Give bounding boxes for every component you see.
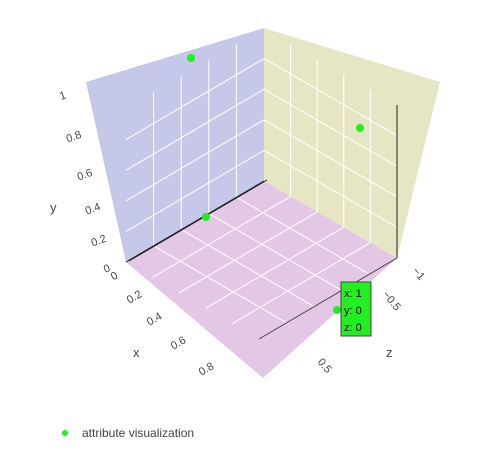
hover-line-y: y: 0 [344,305,362,317]
grid-line [153,245,287,324]
y-tick-label: 1 [58,89,68,102]
data-point[interactable] [202,213,210,221]
grid-line [263,88,398,167]
x-axis-title: x [133,345,140,360]
z-tick-label: 0.5 [315,356,334,375]
y-tick-label: 0.4 [84,201,102,218]
x-tick-label: 0.2 [125,288,144,306]
grid-line [232,242,371,325]
spike-line [125,180,265,263]
yz-side-plane [264,28,440,258]
data-point[interactable] [187,54,195,62]
grid-line [263,119,398,198]
legend-marker-icon [62,430,68,436]
data-point[interactable] [356,124,364,132]
grid-line [125,119,265,202]
hover-line-x: x: 1 [344,288,362,300]
hover-tooltip: x: 1 y: 0 z: 0 [340,281,372,337]
data-point[interactable] [333,306,341,314]
hover-line-z: z: 0 [344,322,362,334]
xz-floor-plane [126,181,397,378]
hover-box [340,281,372,337]
z-tick-label: −1 [410,265,427,282]
grid-line [125,149,265,232]
x-tick-label: 0.6 [169,334,188,352]
z-axis-title: z [386,345,393,360]
x-tick-label: 0.4 [145,310,164,328]
spike-lines [125,105,398,263]
points-layer [187,54,364,314]
x-tick-label: 0.8 [197,360,216,378]
grid-line [180,229,315,308]
legend[interactable]: attribute visualization [62,424,194,442]
axis-edge-line [258,257,398,340]
spike-line [128,179,268,262]
grid-line [125,58,265,141]
y-tick-label: 0.6 [76,167,94,184]
grid-line [205,226,345,309]
grid-line [263,149,398,228]
grid-line [125,88,265,171]
x-tick-label: 0 [109,270,120,283]
y-tick-label: 0.2 [90,233,108,250]
grid-line [236,196,370,275]
y-tick-label: 0 [102,262,112,275]
y-tick-label: 0.8 [65,129,83,146]
y-axis-title: y [50,200,57,215]
grid-line [263,58,398,137]
grid-line [178,211,318,294]
grid-line [208,212,343,291]
xy-back-plane [86,28,264,262]
legend-label: attribute visualization [82,426,195,440]
grid-line [152,195,291,278]
z-tick-label: −0.5 [380,289,403,313]
